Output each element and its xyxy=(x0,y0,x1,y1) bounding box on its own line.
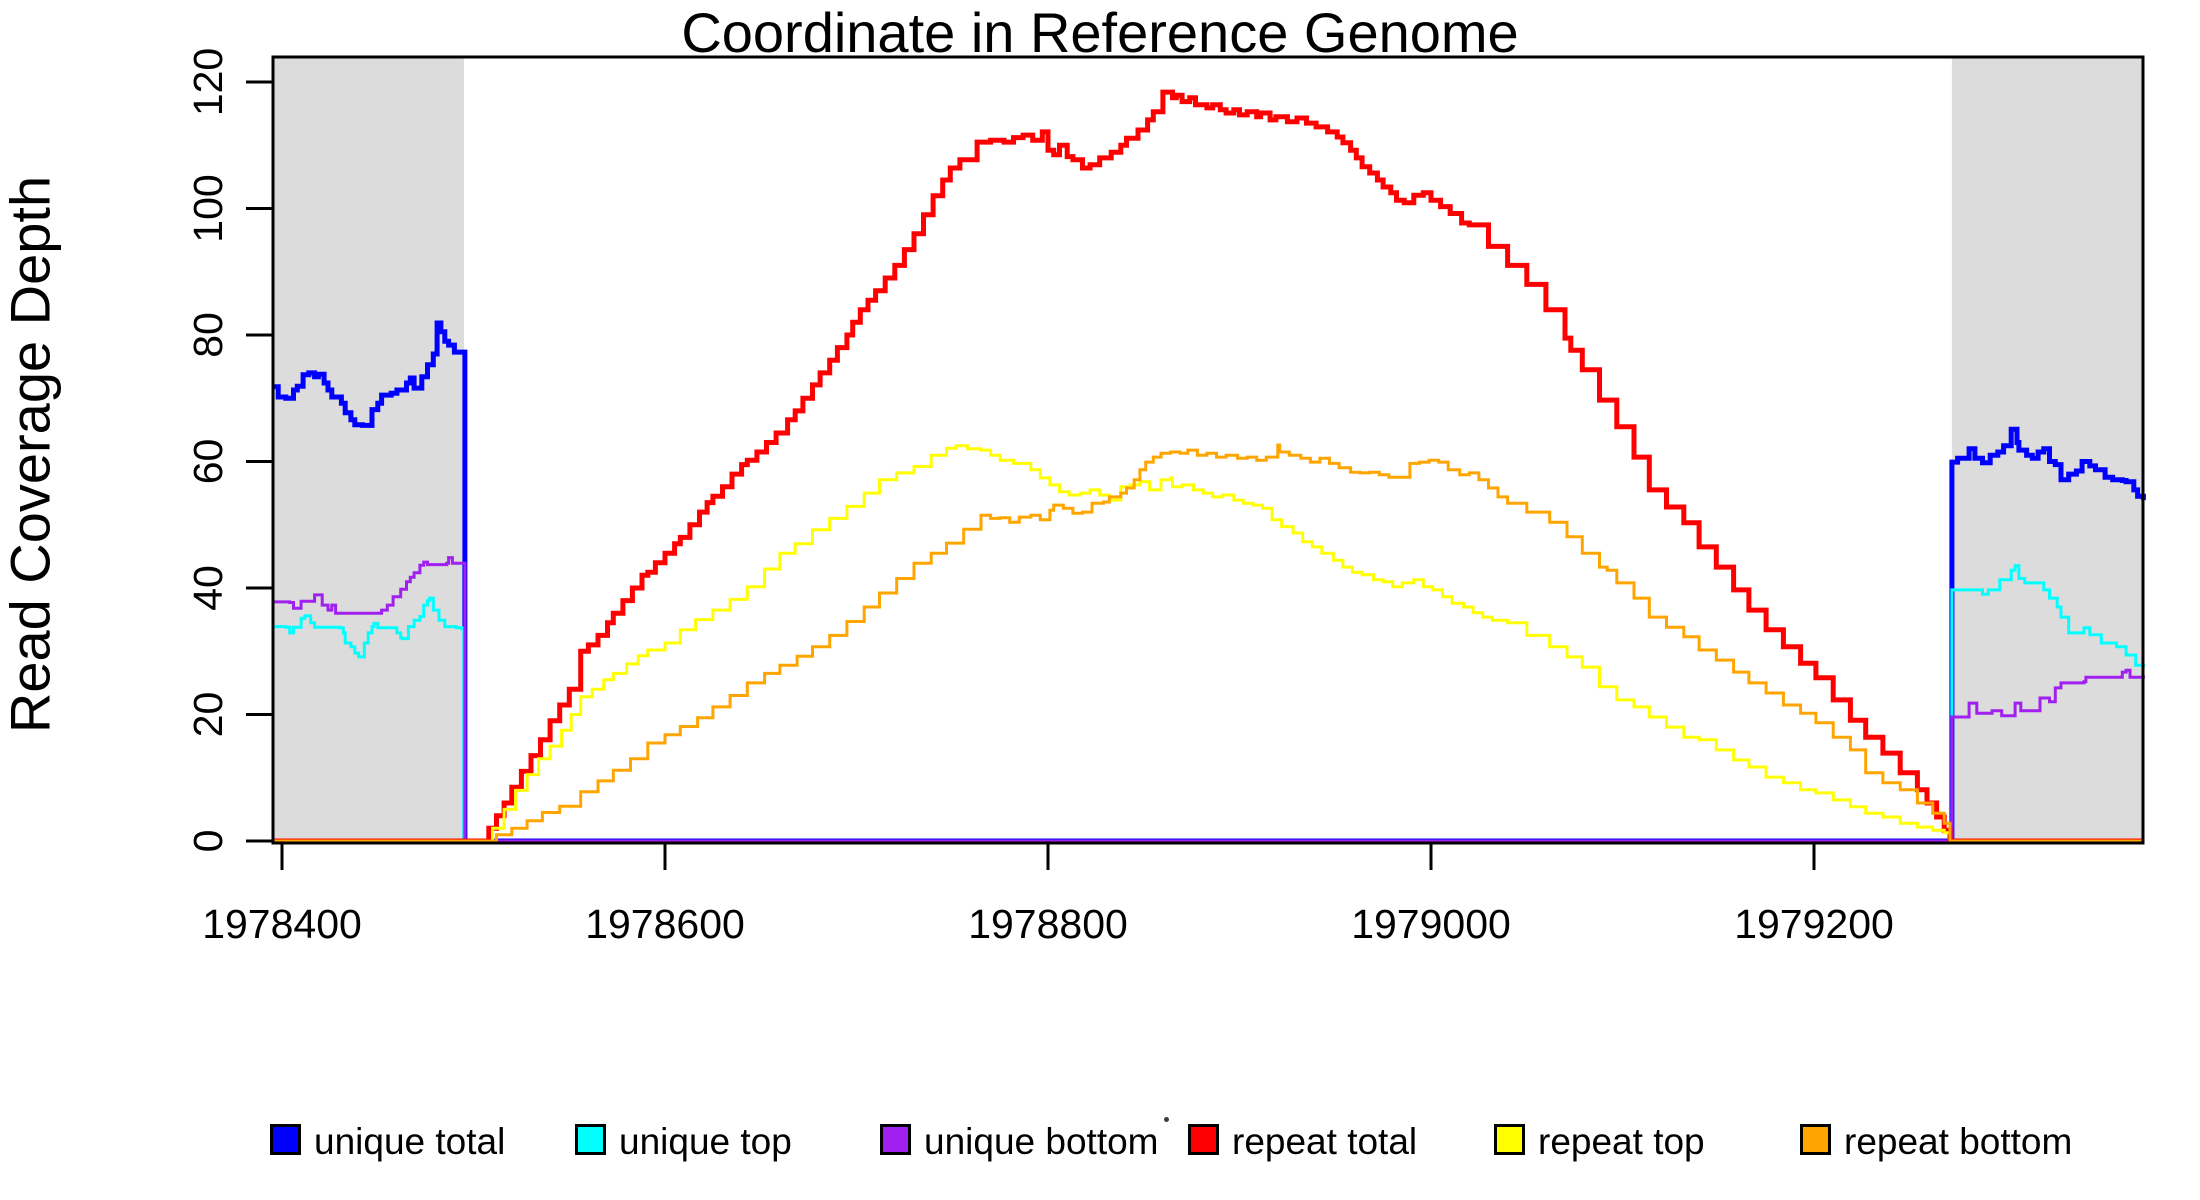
y-tick-label: 120 xyxy=(185,48,231,116)
y-tick-label: 40 xyxy=(185,565,231,611)
x-tick-label: 1978600 xyxy=(585,901,745,947)
legend-label: unique bottom xyxy=(924,1121,1159,1162)
y-tick-label: 100 xyxy=(185,174,231,242)
legend-label: repeat total xyxy=(1232,1121,1418,1162)
series-repeat-top xyxy=(272,444,2144,843)
y-tick-label: 60 xyxy=(185,439,231,485)
series-unique-top xyxy=(272,564,2145,843)
legend-swatch-icon xyxy=(1800,1124,1831,1155)
x-tick-label: 1979200 xyxy=(1734,901,1894,947)
legend-swatch-icon xyxy=(1188,1124,1219,1155)
legend-swatch-icon xyxy=(575,1124,606,1155)
x-axis-title: Coordinate in Reference Genome xyxy=(681,1,1519,64)
series-unique-bottom xyxy=(272,556,2145,843)
series-unique-total xyxy=(272,320,2146,844)
plot-box xyxy=(271,55,2145,845)
legend-label: repeat bottom xyxy=(1844,1121,2073,1162)
x-tick-label: 1978400 xyxy=(202,901,362,947)
shaded-region-0 xyxy=(272,57,464,843)
y-tick-label: 0 xyxy=(185,830,231,853)
stray-point-marker xyxy=(1164,1117,1169,1122)
legend-label: unique total xyxy=(314,1121,506,1162)
series-repeat-total xyxy=(272,89,2144,844)
series-repeat-bottom xyxy=(272,443,2144,843)
legend-label: unique top xyxy=(619,1121,792,1162)
x-tick-label: 1979000 xyxy=(1351,901,1511,947)
y-tick-label: 80 xyxy=(185,312,231,358)
y-tick-label: 20 xyxy=(185,692,231,738)
legend-swatch-icon xyxy=(1494,1124,1525,1155)
legend-swatch-icon xyxy=(270,1124,301,1155)
legend-label: repeat top xyxy=(1538,1121,1705,1162)
x-tick-label: 1978800 xyxy=(968,901,1128,947)
legend-swatch-icon xyxy=(880,1124,911,1155)
